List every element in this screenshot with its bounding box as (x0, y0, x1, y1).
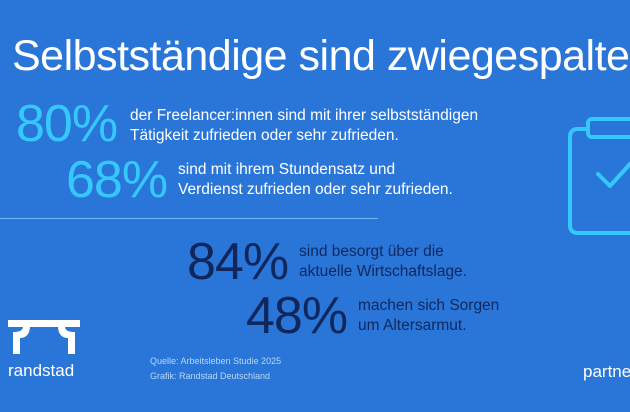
partner-text: partne (583, 362, 630, 381)
source-line: Quelle: Arbeitsleben Studie 2025 (150, 356, 282, 366)
graphic-credit-line: Grafik: Randstad Deutschland (150, 371, 271, 381)
clipboard-icon (568, 117, 630, 235)
divider (0, 218, 378, 219)
stat-text-line: sind mit ihrem Stundensatz und (178, 161, 396, 178)
randstad-logo (8, 320, 80, 354)
stat-text-line: der Freelancer:innen sind mit ihrer selb… (130, 107, 479, 124)
stat-text-line: sind besorgt über die (299, 243, 444, 260)
stat-text-line: Verdienst zufrieden oder sehr zufrieden. (178, 181, 453, 198)
stat-text-line: aktuelle Wirtschaftslage. (299, 263, 467, 280)
stat-percent: 80% (16, 95, 118, 153)
logo-text: randstad (8, 361, 75, 380)
stat-text-line: um Altersarmut. (358, 317, 467, 334)
stat-percent: 48% (246, 287, 348, 345)
page-title: Selbstständige sind zwiegespalten (12, 32, 630, 80)
stat-text-line: machen sich Sorgen (358, 297, 500, 314)
stat-percent: 84% (187, 233, 289, 291)
stat-text-line: Tätigkeit zufrieden oder sehr zufrieden. (130, 127, 399, 144)
stat-percent: 68% (66, 151, 168, 209)
